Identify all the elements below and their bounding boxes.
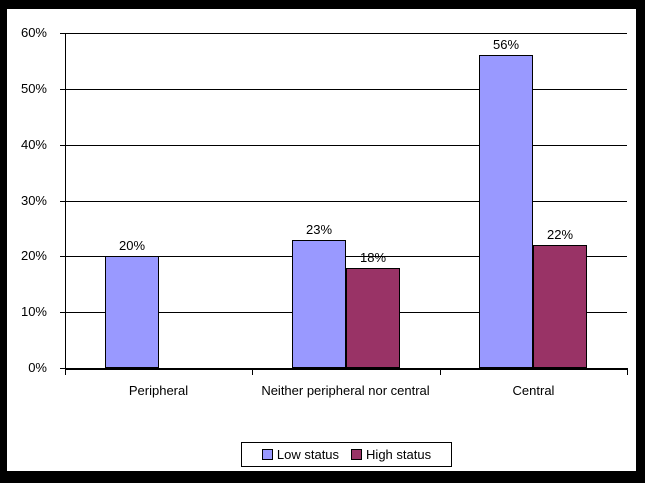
bar-low-status-central: [479, 55, 533, 368]
y-axis-tick: [60, 89, 65, 90]
x-axis-category-label-text: Neither peripheral nor central: [261, 383, 430, 398]
gridline: [65, 201, 627, 202]
x-axis-tick: [252, 368, 253, 375]
x-axis-category-label-text: Peripheral: [128, 383, 189, 398]
gridline: [65, 256, 627, 257]
bar-data-label: 20%: [118, 238, 146, 253]
legend-color-swatch-icon: [351, 449, 363, 460]
x-axis-category-label: Central: [440, 381, 627, 401]
x-axis-tick: [440, 368, 441, 375]
gridline: [65, 145, 627, 146]
y-axis-tick-label: 50%: [20, 81, 47, 96]
x-axis-tick: [65, 368, 66, 375]
x-axis-category-label: Neither peripheral nor central: [252, 381, 439, 401]
x-axis-line: [65, 368, 627, 370]
x-axis-tick: [627, 368, 628, 375]
bar-low-status-neither-peripheral-nor-central: [292, 240, 346, 368]
legend-color-swatch-icon: [261, 449, 273, 460]
y-axis-tick: [60, 33, 65, 34]
y-axis-tick: [60, 145, 65, 146]
legend: Low status High status: [241, 442, 452, 467]
y-axis-tick-label: 40%: [20, 137, 47, 152]
y-axis-tick: [60, 312, 65, 313]
gridline: [65, 33, 627, 34]
bar-high-status-neither-peripheral-nor-central: [346, 268, 400, 368]
y-axis-tick: [60, 201, 65, 202]
bar-high-status-central: [533, 245, 587, 368]
bar-data-label: 22%: [546, 227, 574, 242]
bar-data-label: 56%: [492, 37, 520, 52]
y-axis-tick-label: 20%: [20, 248, 47, 263]
bar-low-status-peripheral: [105, 256, 159, 368]
y-axis-tick: [60, 256, 65, 257]
legend-entry-low-status: Low status: [261, 447, 340, 462]
y-axis-tick-label: 60%: [20, 25, 47, 40]
x-axis-category-label-text: Central: [512, 383, 555, 398]
legend-label: High status: [366, 447, 432, 462]
y-axis-tick: [60, 368, 65, 369]
legend-label: Low status: [276, 447, 340, 462]
legend-entry-high-status: High status: [351, 447, 431, 462]
bar-data-label: 23%: [305, 222, 333, 237]
plot-area: 0% 10% 20% 30% 40% 50% 60% 20% Peripheral 23% 18% N…: [7, 9, 636, 471]
x-axis-category-label: Peripheral: [65, 381, 252, 401]
gridline: [65, 89, 627, 90]
y-axis-tick-label: 30%: [20, 193, 47, 208]
bar-data-label: 18%: [359, 250, 387, 265]
y-axis-tick-label: 0%: [28, 360, 47, 375]
y-axis-line: [65, 33, 66, 369]
y-axis-tick-label: 10%: [20, 304, 47, 319]
